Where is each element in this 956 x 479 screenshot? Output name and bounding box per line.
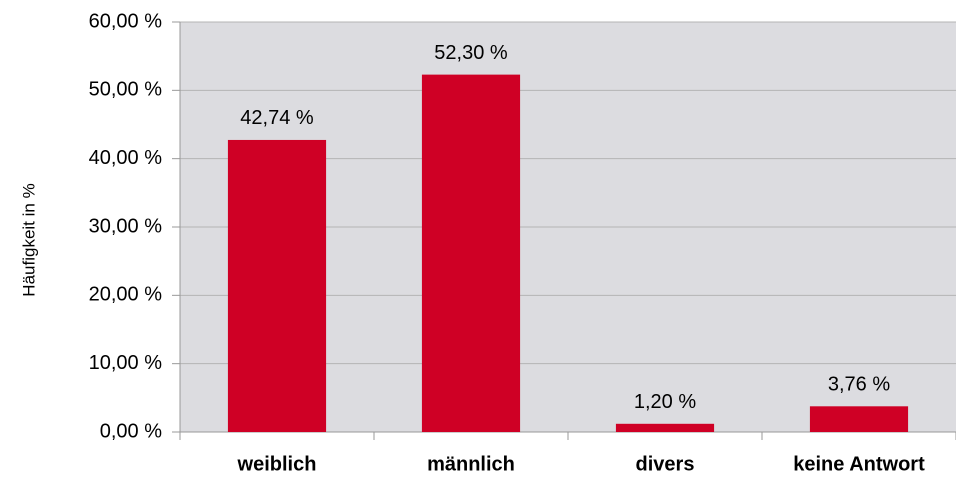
bar <box>421 74 521 432</box>
y-tick-label: 50,00 % <box>89 79 163 101</box>
y-tick-label: 60,00 % <box>89 10 163 32</box>
value-label: 42,74 % <box>240 107 314 129</box>
x-tick-label: männlich <box>427 453 515 475</box>
y-tick-label: 20,00 % <box>89 284 163 306</box>
y-tick-label: 0,00 % <box>100 420 162 442</box>
bar <box>809 406 909 432</box>
x-tick-label: weiblich <box>237 453 317 475</box>
y-tick-label: 40,00 % <box>89 147 163 169</box>
y-tick-label: 10,00 % <box>89 352 163 374</box>
bar <box>227 139 327 432</box>
x-tick-label: keine Antwort <box>793 453 925 475</box>
y-tick-label: 30,00 % <box>89 215 163 237</box>
x-tick-label: divers <box>636 453 695 475</box>
bar <box>615 423 715 432</box>
value-label: 3,76 % <box>828 374 890 396</box>
value-label: 1,20 % <box>634 391 696 413</box>
value-label: 52,30 % <box>434 42 508 64</box>
y-axis-label: Häufigkeit in % <box>19 183 38 296</box>
